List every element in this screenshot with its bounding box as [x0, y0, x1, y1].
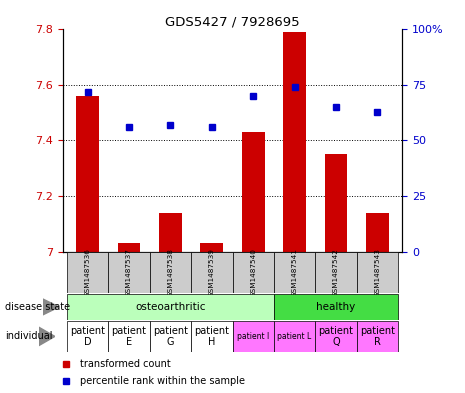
Polygon shape: [43, 299, 59, 315]
Bar: [191, 321, 232, 352]
Bar: [274, 321, 315, 352]
Bar: [366, 213, 389, 252]
Text: GSM1487540: GSM1487540: [250, 248, 256, 297]
Bar: [232, 252, 274, 293]
Text: GSM1487541: GSM1487541: [292, 248, 298, 297]
Bar: [232, 321, 274, 352]
Text: GSM1487539: GSM1487539: [209, 248, 215, 297]
Bar: [67, 252, 108, 293]
Bar: [200, 243, 223, 252]
Text: patient
Q: patient Q: [319, 326, 353, 347]
Bar: [159, 213, 182, 252]
Bar: [357, 321, 398, 352]
Bar: [108, 321, 150, 352]
Text: GSM1487542: GSM1487542: [333, 248, 339, 297]
Text: disease state: disease state: [5, 302, 70, 312]
Bar: [76, 96, 99, 252]
Bar: [150, 321, 191, 352]
Bar: [242, 132, 265, 252]
Bar: [315, 321, 357, 352]
Bar: [150, 252, 191, 293]
Bar: [325, 154, 347, 252]
Bar: [67, 321, 108, 352]
Text: GSM1487543: GSM1487543: [374, 248, 380, 297]
Text: patient
D: patient D: [70, 326, 105, 347]
Text: GSM1487536: GSM1487536: [85, 248, 91, 297]
Text: GSM1487537: GSM1487537: [126, 248, 132, 297]
Bar: [191, 252, 232, 293]
Text: patient I: patient I: [237, 332, 269, 341]
Bar: [118, 243, 140, 252]
Bar: [274, 252, 315, 293]
Text: individual: individual: [5, 331, 52, 342]
Text: healthy: healthy: [316, 302, 356, 312]
Text: osteoarthritic: osteoarthritic: [135, 302, 206, 312]
Text: percentile rank within the sample: percentile rank within the sample: [80, 376, 245, 386]
Bar: [274, 294, 398, 320]
Text: patient L: patient L: [278, 332, 312, 341]
Text: patient
H: patient H: [194, 326, 229, 347]
Text: transformed count: transformed count: [80, 359, 171, 369]
Bar: [67, 294, 274, 320]
Text: patient
E: patient E: [112, 326, 146, 347]
Text: GSM1487538: GSM1487538: [167, 248, 173, 297]
Bar: [315, 252, 357, 293]
Bar: [357, 252, 398, 293]
Bar: [283, 32, 306, 252]
Title: GDS5427 / 7928695: GDS5427 / 7928695: [165, 15, 300, 28]
Bar: [108, 252, 150, 293]
Text: patient
G: patient G: [153, 326, 188, 347]
Text: patient
R: patient R: [360, 326, 395, 347]
Polygon shape: [39, 327, 55, 346]
